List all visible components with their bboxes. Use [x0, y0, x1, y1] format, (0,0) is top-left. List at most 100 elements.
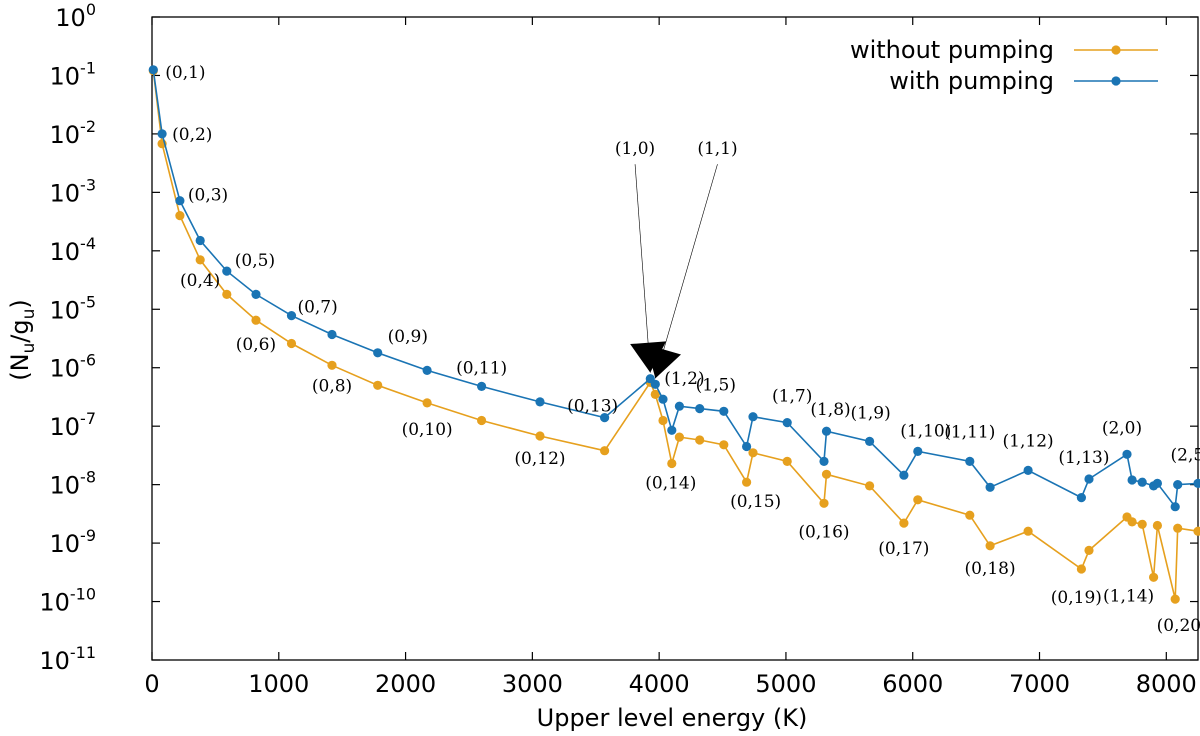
- point-annotation: (0,20): [1157, 616, 1200, 636]
- y-tick-base: 10: [50, 179, 81, 207]
- data-point: [251, 289, 261, 299]
- x-tick-label: 4000: [629, 670, 690, 698]
- data-point: [695, 435, 705, 445]
- y-tick-exponent: -6: [80, 351, 96, 370]
- y-tick-label: 10-9: [50, 526, 97, 558]
- data-point: [674, 401, 685, 411]
- y-tick-base: 10: [50, 121, 81, 149]
- data-point: [865, 481, 875, 491]
- legend: without pumping with pumping: [850, 36, 1158, 95]
- legend-swatch-marker: [1111, 45, 1121, 55]
- y-axis-label: (Nu/gu): [6, 299, 39, 381]
- point-annotation: (1,2): [664, 369, 704, 389]
- y-tick-base: 10: [50, 296, 81, 324]
- x-axis-label: Upper level energy (K): [537, 704, 808, 732]
- y-tick-label: 10-10: [39, 585, 96, 617]
- point-annotation: (0,4): [180, 271, 220, 291]
- x-tick-label: 6000: [882, 670, 943, 698]
- x-tick-label: 8000: [1136, 670, 1197, 698]
- data-point: [899, 518, 909, 528]
- y-tick-label: 10-2: [50, 117, 97, 149]
- data-point: [782, 418, 792, 428]
- legend-swatch-marker: [1111, 76, 1121, 86]
- y-axis-label-slash: /g: [6, 319, 34, 342]
- data-point: [658, 394, 668, 404]
- x-tick-label: 3000: [502, 670, 563, 698]
- point-annotation: (2,0): [1102, 418, 1142, 438]
- data-point: [821, 426, 832, 436]
- x-tick-labels: 0 1000 2000 3000 4000 5000 6000 7000 8000: [144, 670, 1196, 698]
- y-tick-label: 10-8: [50, 468, 97, 500]
- data-point: [782, 456, 792, 466]
- x-tick-label: 5000: [755, 670, 816, 698]
- y-tick-exponent: -3: [80, 175, 96, 194]
- data-point: [1084, 474, 1094, 484]
- data-point: [985, 482, 995, 492]
- data-point: [535, 431, 545, 441]
- point-annotation: (1,10): [900, 421, 951, 441]
- y-tick-base: 10: [50, 62, 81, 90]
- point-annotation: (0,10): [402, 420, 453, 440]
- point-annotation: (1,0): [615, 139, 655, 159]
- data-point: [422, 398, 432, 408]
- data-point: [742, 477, 752, 487]
- data-point: [195, 235, 205, 246]
- y-tick-exponent: -4: [80, 234, 96, 253]
- data-point: [327, 360, 337, 370]
- point-annotation: (0,3): [188, 186, 228, 206]
- point-annotation: (0,11): [456, 358, 507, 378]
- data-point: [1193, 526, 1200, 536]
- y-tick-base: 10: [50, 413, 81, 441]
- y-tick-base: 10: [39, 589, 70, 617]
- y-tick-exponent: -5: [80, 292, 96, 311]
- data-point: [1084, 545, 1094, 556]
- data-point: [819, 456, 829, 466]
- data-point: [251, 315, 261, 325]
- y-tick-label: 10-3: [50, 175, 97, 207]
- data-point: [1023, 465, 1033, 475]
- data-point: [821, 469, 832, 479]
- y-tick-exponent: -8: [80, 468, 96, 487]
- data-point: [600, 446, 610, 456]
- point-annotation: (1,1): [697, 139, 737, 159]
- data-point: [748, 412, 758, 422]
- annotation-pointers: [630, 164, 718, 379]
- data-point: [1173, 523, 1183, 533]
- x-tick-label: 7000: [1009, 670, 1070, 698]
- data-point: [477, 381, 487, 391]
- data-point: [175, 196, 185, 206]
- data-point: [373, 380, 383, 390]
- plot-frame: [151, 16, 1199, 661]
- y-tick-base: 10: [50, 238, 81, 266]
- data-point: [667, 425, 677, 435]
- annotation-arrowhead: [646, 344, 681, 379]
- data-point: [913, 495, 923, 505]
- data-point: [1170, 502, 1180, 512]
- y-tick-base: 10: [50, 472, 81, 500]
- point-annotation: (1,14): [1103, 586, 1154, 606]
- data-point: [1193, 478, 1200, 488]
- data-point: [695, 404, 705, 414]
- data-point: [327, 329, 337, 340]
- data-point: [148, 65, 158, 75]
- data-point: [985, 541, 995, 551]
- y-tick-exponent: -11: [70, 643, 96, 662]
- annotation-labels: (0,1) (0,2) (0,3) (0,4) (0,5) (0,6) (0,7) (0,8)…: [165, 63, 1200, 636]
- point-annotation: (0,6): [236, 335, 276, 355]
- point-annotation: (0,16): [798, 522, 849, 542]
- data-point: [965, 510, 975, 520]
- legend-label: with pumping: [889, 67, 1054, 95]
- data-point: [1127, 517, 1137, 527]
- point-annotation: (0,13): [567, 397, 618, 417]
- axis-ticks: [151, 16, 1198, 661]
- point-annotation: (0,7): [297, 298, 337, 318]
- data-point: [667, 458, 677, 469]
- series-layer: [148, 65, 1200, 604]
- data-point: [1023, 526, 1033, 536]
- data-point: [965, 456, 975, 466]
- data-point: [1076, 564, 1086, 574]
- y-tick-label: 10-6: [50, 351, 97, 383]
- point-annotation: (0,1): [165, 63, 205, 83]
- data-point: [1127, 475, 1137, 485]
